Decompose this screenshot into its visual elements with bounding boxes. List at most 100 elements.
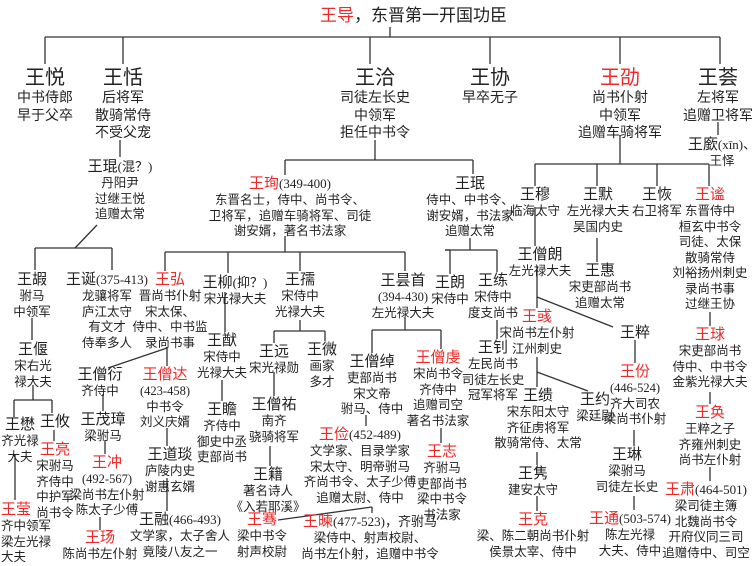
person-note: 齐大司农 xyxy=(609,396,661,411)
person-note: 追赠太常 xyxy=(94,207,145,221)
person-name: 王克 xyxy=(477,511,590,529)
person-name: 王谧 xyxy=(672,186,747,204)
name-text: 王远 xyxy=(258,344,290,360)
person-note: 梁廷尉 xyxy=(576,409,614,423)
person-name: 王僧达 xyxy=(140,366,190,384)
person-note: 吏部尚书 xyxy=(196,450,248,464)
person-jianx: 王暕(477-523)，齐驸马 梁侍中、射声校尉、 尚书左仆射，追赠中书令 xyxy=(301,513,439,562)
person-note: 梁中书令 xyxy=(416,492,468,506)
person-note: 吴国内史 xyxy=(572,219,624,234)
person-dates: (349-400) xyxy=(279,176,332,191)
person-dates: (xīn)、 xyxy=(717,137,752,152)
person-name: 王暕(477-523)，齐驸马 xyxy=(301,513,439,531)
person-note: 齐侍中 xyxy=(419,382,457,397)
name-text: 王柳 xyxy=(202,275,233,291)
person-hui2: 王缋 宋东阳太守 齐征虏将军 散骑常侍、太常 xyxy=(494,387,582,452)
person-note: 司徒左长史 xyxy=(595,479,659,494)
name-text: 王猷 xyxy=(206,333,238,349)
name-text: 王穆 xyxy=(519,187,551,203)
person-note: 齐光禄 xyxy=(1,434,39,448)
person-note: 宋东阳太守 xyxy=(506,405,570,419)
name-text: 王洽 xyxy=(355,67,395,89)
person-note: 散骑常侍、太常 xyxy=(494,436,582,450)
person-name: 王道琰 xyxy=(145,446,195,464)
person-note: 尚书令 xyxy=(36,505,74,520)
person-liu: 王柳(抑？) 宋光禄大夫 xyxy=(203,274,268,308)
person-yu: 王彧 宋尚书左仆射 江州刺史 xyxy=(499,308,574,357)
person-note: 南齐 xyxy=(261,414,287,428)
person-xie: 王协 早卒无子 xyxy=(462,66,518,108)
name-text: 王嘏 xyxy=(16,272,48,288)
person-xun: 王珣(349-400) 东晋名士，侍中、尚书令、 卫将军，追赠车骑将军、司徒 谢安婿，… xyxy=(209,175,372,240)
person-note: 齐侍中 xyxy=(81,384,119,398)
person-name: 王僧虔 xyxy=(407,349,470,367)
person-note: 梁尚书仆射 xyxy=(603,412,667,426)
person-note: (394-430) xyxy=(377,290,428,304)
person-note: 早于父卒 xyxy=(17,108,73,124)
person-huik: 王恢 右卫将军 xyxy=(632,186,682,220)
person-name: 王恬 xyxy=(95,66,151,90)
person-note: 宋侍中 xyxy=(431,292,469,306)
person-name: 王隽 xyxy=(508,465,558,483)
person-note: 宋文帝 xyxy=(353,386,391,401)
name-text: 王瞻 xyxy=(206,402,238,418)
person-note: 尚书左仆射 xyxy=(678,453,742,467)
person-ke: 王克 梁、陈二朝尚书仆射 侯景太宰、侍中 xyxy=(477,511,590,560)
person-note: 宋光禄大夫 xyxy=(203,292,267,306)
person-lang: 王朗 宋侍中 xyxy=(431,274,469,308)
person-name: 王缋 xyxy=(494,387,582,405)
person-note: 右卫将军 xyxy=(631,204,683,218)
person-note: 不受父宠 xyxy=(95,126,151,141)
root-description: ，东晋第一开国功臣 xyxy=(354,6,507,25)
person-tanshou: 王昙首 (394-430) 左光禄大夫 xyxy=(372,272,435,321)
person-note: 宋侍中 xyxy=(281,289,319,303)
person-mu: 王穆 临海太守 xyxy=(510,186,560,220)
person-name: 王诞(375-413) xyxy=(66,271,148,289)
person-note: 宋右光 xyxy=(14,359,52,373)
person-juan: 王隽 建安太守 xyxy=(508,465,558,499)
name-text: 王俭 xyxy=(318,427,350,443)
person-xin: 王廞(xīn)、王怿 xyxy=(688,136,752,170)
person-note: 录尚书事 xyxy=(684,281,736,296)
person-note: 中领军 xyxy=(13,304,51,319)
name-text: 王微 xyxy=(306,342,338,358)
person-note: 北魏尚书令 xyxy=(674,514,738,529)
person-dates: (375-413) xyxy=(96,272,149,287)
person-note: 大夫、侍中 xyxy=(598,543,662,558)
person-qia: 王洽 司徒左长史 中领军 拒任中书令 xyxy=(340,66,410,143)
person-zhao: 王钊 左民尚书 司徒左长史 冠军将军 xyxy=(462,339,525,404)
person-name: 王廞(xīn)、 xyxy=(688,136,752,154)
person-note: 谢惠玄婿 xyxy=(144,479,196,494)
name-text: 王冲 xyxy=(91,455,123,471)
person-name: 王球 xyxy=(672,326,747,344)
connector-line xyxy=(536,296,614,328)
name-text: 王通 xyxy=(588,511,620,527)
name-text: 王协 xyxy=(470,67,510,89)
person-note: 中书侍郎 xyxy=(17,91,73,106)
connector-line xyxy=(277,506,373,521)
person-note: 驸马 xyxy=(19,289,45,303)
person-note: 侍中、中书令 xyxy=(672,359,748,374)
person-note: 齐侍中 xyxy=(36,474,74,489)
person-note: (492-567) xyxy=(81,472,132,486)
person-dan: 王诞(375-413) 龙骧将军 庐江太守 有文才 侍奉多人 xyxy=(66,271,148,351)
person-name: 王劭 xyxy=(578,66,662,90)
name-text: 王悦 xyxy=(25,67,65,89)
person-su: 王肃(464-501) 梁司徒主簿 北魏尚书令 开府仪同三司 追赠侍中、司空 xyxy=(662,481,750,561)
name-text: 王弘 xyxy=(154,272,186,288)
person-note: 中书令 xyxy=(146,399,184,414)
person-zhi: 王志 齐驸马 吏部尚书 梁中书令 书法家 xyxy=(417,443,467,523)
person-note: 梁驸马 xyxy=(84,429,122,443)
person-note: 左将军 xyxy=(697,91,739,106)
person-note: 王怿 xyxy=(709,154,735,168)
person-name: 王微 xyxy=(307,341,337,359)
name-text: 王僧朗 xyxy=(517,247,563,263)
person-note: 大夫 xyxy=(7,449,33,464)
person-name: 王玚 xyxy=(62,529,137,547)
person-lian: 王练 宋侍中 度支尚书 xyxy=(468,272,518,321)
name-text: 王孺 xyxy=(284,272,316,288)
person-xia: 王嘏 驸马 中领军 xyxy=(13,271,51,320)
person-note: 中领军 xyxy=(599,108,641,124)
person-name: 王僧祐 xyxy=(249,396,299,414)
name-text: 王肃 xyxy=(664,482,696,498)
